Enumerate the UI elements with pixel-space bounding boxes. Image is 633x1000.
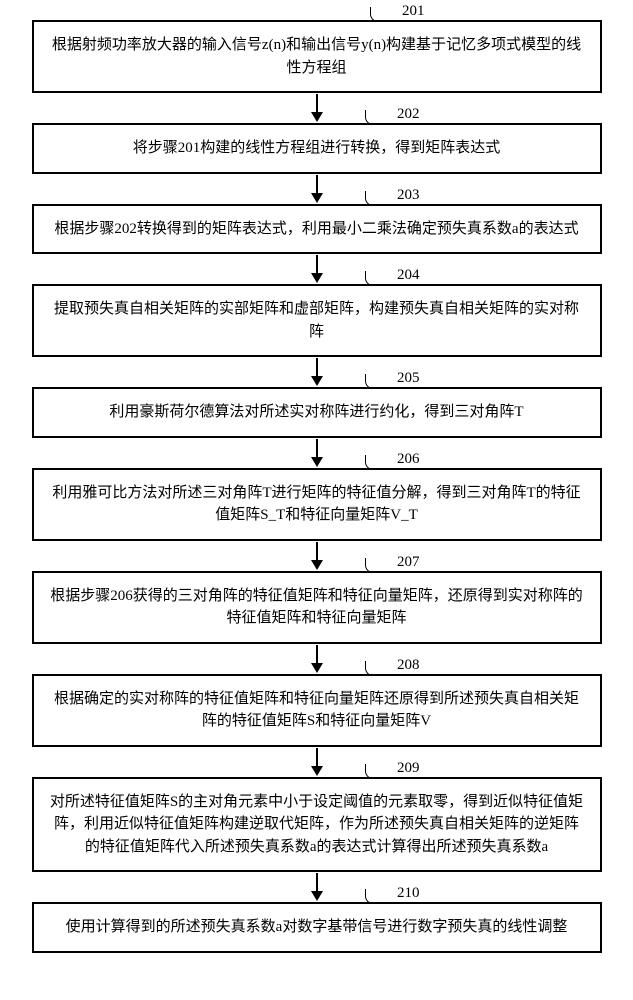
step-text-202: 将步骤201构建的线性方程组进行转换，得到矩阵表达式 <box>133 140 501 156</box>
step-label-208: 208 <box>397 654 420 677</box>
step-205: 205 利用豪斯荷尔德算法对所述实对称阵进行约化，得到三对角阵T <box>32 387 602 438</box>
step-label-205: 205 <box>397 367 420 390</box>
arrow-9-10 <box>311 872 323 902</box>
step-text-208: 根据确定的实对称阵的特征值矩阵和特征向量矩阵还原得到所述预失真自相关矩阵的特征值… <box>54 691 579 730</box>
step-text-201: 根据射频功率放大器的输入信号z(n)和输出信号y(n)构建基于记忆多项式模型的线… <box>52 37 581 76</box>
label-connector <box>365 455 385 470</box>
step-label-201: 201 <box>402 0 425 23</box>
step-text-203: 根据步骤202转换得到的矩阵表达式，利用最小二乘法确定预失真系数a的表达式 <box>54 221 578 237</box>
step-text-207: 根据步骤206获得的三对角阵的特征值矩阵和特征向量矩阵，还原得到实对称阵的特征值… <box>50 588 583 627</box>
step-text-206: 利用雅可比方法对所述三对角阵T进行矩阵的特征值分解，得到三对角阵T的特征值矩阵S… <box>52 485 580 524</box>
label-connector <box>365 110 385 125</box>
arrow-4-5 <box>311 357 323 387</box>
label-connector <box>365 271 385 286</box>
step-text-210: 使用计算得到的所述预失真系数a对数字基带信号进行数字预失真的线性调整 <box>66 919 568 935</box>
arrow-8-9 <box>311 747 323 777</box>
arrow-7-8 <box>311 644 323 674</box>
step-210: 210 使用计算得到的所述预失真系数a对数字基带信号进行数字预失真的线性调整 <box>32 902 602 953</box>
step-207: 207 根据步骤206获得的三对角阵的特征值矩阵和特征向量矩阵，还原得到实对称阵… <box>32 571 602 644</box>
step-label-202: 202 <box>397 103 420 126</box>
label-connector <box>365 191 385 206</box>
label-connector <box>365 764 385 779</box>
label-connector <box>365 374 385 389</box>
step-204: 204 提取预失真自相关矩阵的实部矩阵和虚部矩阵，构建预失真自相关矩阵的实对称阵 <box>32 284 602 357</box>
step-label-209: 209 <box>397 757 420 780</box>
step-208: 208 根据确定的实对称阵的特征值矩阵和特征向量矩阵还原得到所述预失真自相关矩阵… <box>32 674 602 747</box>
label-connector <box>365 558 385 573</box>
step-202: 202 将步骤201构建的线性方程组进行转换，得到矩阵表达式 <box>32 123 602 174</box>
step-209: 209 对所述特征值矩阵S的主对角元素中小于设定阈值的元素取零，得到近似特征值矩… <box>32 777 602 873</box>
label-connector <box>365 661 385 676</box>
step-201: 201 根据射频功率放大器的输入信号z(n)和输出信号y(n)构建基于记忆多项式… <box>32 20 602 93</box>
step-text-205: 利用豪斯荷尔德算法对所述实对称阵进行约化，得到三对角阵T <box>109 404 523 420</box>
flowchart-container: 201 根据射频功率放大器的输入信号z(n)和输出信号y(n)构建基于记忆多项式… <box>30 20 603 953</box>
step-label-206: 206 <box>397 448 420 471</box>
step-206: 206 利用雅可比方法对所述三对角阵T进行矩阵的特征值分解，得到三对角阵T的特征… <box>32 468 602 541</box>
arrow-1-2 <box>311 93 323 123</box>
step-label-210: 210 <box>397 882 420 905</box>
arrow-6-7 <box>311 541 323 571</box>
arrow-3-4 <box>311 254 323 284</box>
step-203: 203 根据步骤202转换得到的矩阵表达式，利用最小二乘法确定预失真系数a的表达… <box>32 204 602 255</box>
step-text-209: 对所述特征值矩阵S的主对角元素中小于设定阈值的元素取零，得到近似特征值矩阵，利用… <box>50 794 583 855</box>
arrow-2-3 <box>311 174 323 204</box>
step-label-207: 207 <box>397 551 420 574</box>
step-label-203: 203 <box>397 184 420 207</box>
label-connector <box>370 7 390 22</box>
step-label-204: 204 <box>397 264 420 287</box>
arrow-5-6 <box>311 438 323 468</box>
step-text-204: 提取预失真自相关矩阵的实部矩阵和虚部矩阵，构建预失真自相关矩阵的实对称阵 <box>54 301 579 340</box>
label-connector <box>365 889 385 904</box>
